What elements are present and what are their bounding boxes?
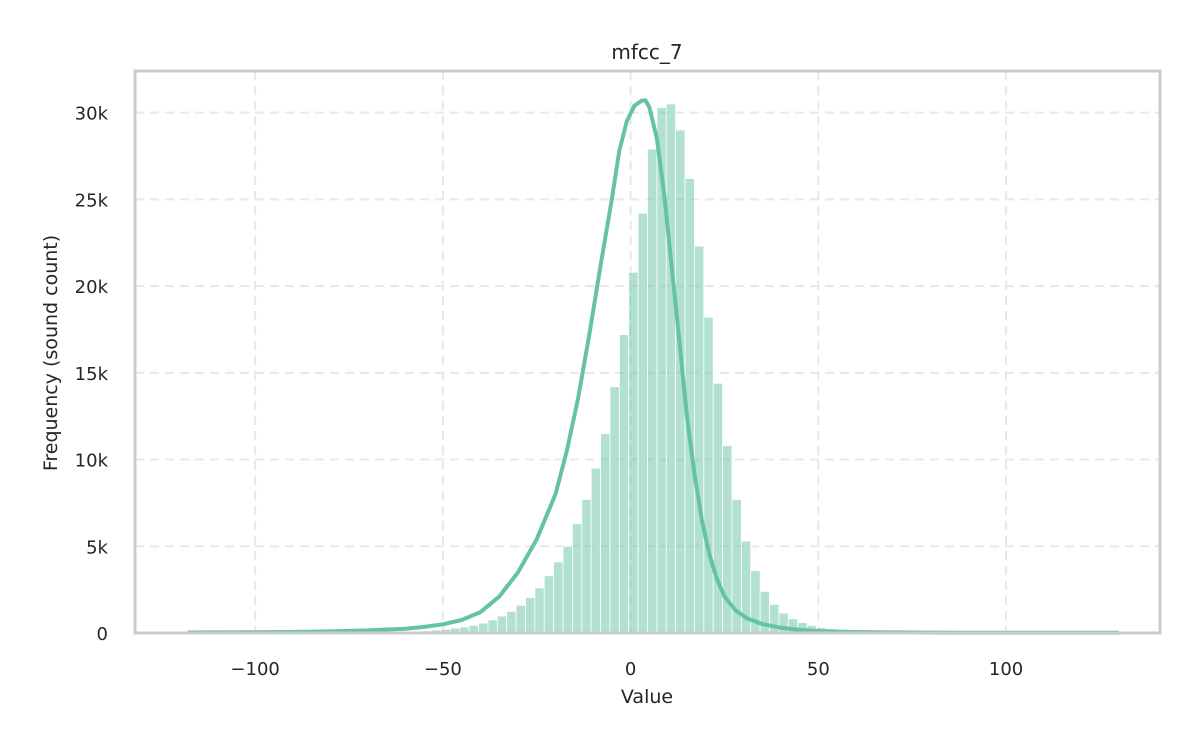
y-tick-label: 0 xyxy=(97,624,108,645)
y-tick-label: 15k xyxy=(75,364,109,385)
histogram-bar xyxy=(496,615,508,634)
histogram-bar xyxy=(618,334,630,634)
histogram-bar xyxy=(600,433,611,634)
histogram-bar xyxy=(572,523,583,634)
y-tick-label: 30k xyxy=(75,104,109,125)
x-axis-label: Value xyxy=(621,686,673,708)
chart-title: mfcc_7 xyxy=(611,40,682,64)
histogram-bar xyxy=(562,545,573,634)
histogram-bar xyxy=(525,597,536,634)
histogram-bar xyxy=(506,610,517,634)
histogram-bar xyxy=(590,467,601,634)
histogram-bar xyxy=(703,316,714,634)
y-tick-label: 10k xyxy=(75,451,109,472)
plot-frame xyxy=(133,69,1162,635)
x-tick-label: 0 xyxy=(625,659,636,680)
histogram-bar xyxy=(543,575,555,634)
histogram-bar xyxy=(694,245,705,634)
histogram-bar xyxy=(487,619,498,634)
y-tick-label: 20k xyxy=(75,277,109,298)
histogram-bar xyxy=(553,561,564,634)
x-tick-label: −50 xyxy=(424,659,462,680)
histogram-bar xyxy=(647,148,658,634)
kde-curve xyxy=(187,98,1119,635)
histogram-bar xyxy=(515,604,526,634)
x-tick-labels: −100 −50 0 50 100 xyxy=(230,659,1023,680)
histogram-bar xyxy=(628,271,639,634)
y-axis-label: Frequency (sound count) xyxy=(40,235,62,471)
x-tick-label: 50 xyxy=(807,659,830,680)
y-tick-label: 25k xyxy=(75,190,109,211)
histogram-bar xyxy=(609,386,620,634)
y-tick-label: 5k xyxy=(86,537,108,558)
histogram-bar xyxy=(637,212,648,634)
histogram-bars xyxy=(187,103,1127,634)
histogram-bar xyxy=(665,103,677,634)
y-tick-labels: 0 5k 10k 15k 20k 25k 30k xyxy=(75,104,109,645)
histogram-bar xyxy=(581,499,592,634)
x-tick-label: −100 xyxy=(230,659,279,680)
x-tick-label: 100 xyxy=(989,659,1023,680)
histogram-bar xyxy=(712,382,723,634)
histogram-bar xyxy=(534,587,545,634)
